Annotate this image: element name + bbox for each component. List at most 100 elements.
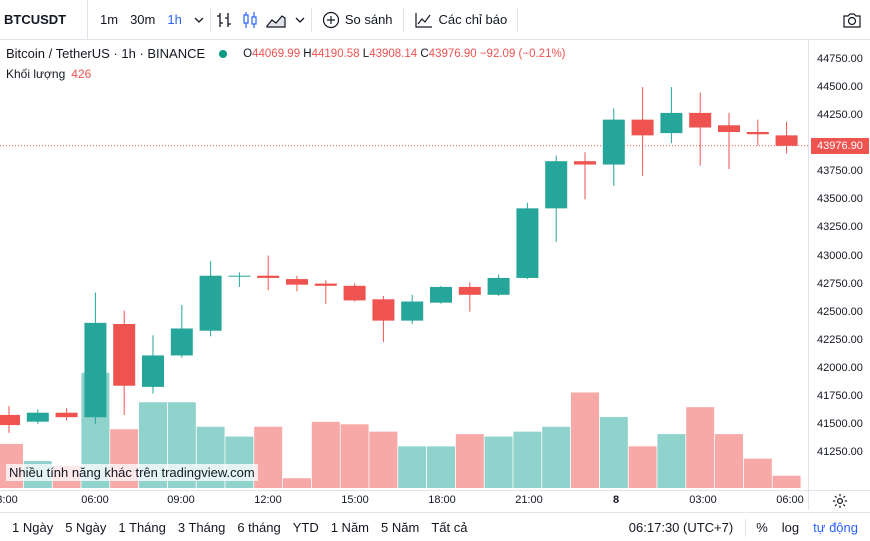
volume-bar bbox=[686, 407, 715, 488]
volume-bar bbox=[571, 392, 599, 488]
candle-body bbox=[113, 323, 136, 386]
candle-body bbox=[372, 299, 395, 321]
range-1y[interactable]: 1 Năm bbox=[330, 519, 370, 535]
volume-bar bbox=[542, 426, 571, 488]
symbol-search[interactable]: BTCUSDT bbox=[0, 0, 88, 39]
volume-value: 426 bbox=[71, 67, 92, 81]
range-3m[interactable]: 3 Tháng bbox=[177, 519, 226, 535]
symbol-description: Bitcoin / TetherUS · 1h · BINANCE bbox=[6, 46, 206, 61]
ohlc-values: O44069.99 H44190.58 L43908.14 C43976.90 … bbox=[243, 47, 566, 60]
candlestick-chart[interactable] bbox=[0, 40, 808, 490]
high-value: 44190.58 bbox=[311, 47, 360, 60]
log-toggle[interactable]: log bbox=[781, 520, 800, 535]
volume-bar bbox=[772, 475, 801, 488]
candle-body bbox=[142, 355, 164, 387]
candle-body bbox=[487, 277, 510, 295]
interval-1m[interactable]: 1m bbox=[100, 12, 119, 27]
candles-chart-type-icon[interactable] bbox=[238, 0, 262, 39]
interval-dropdown-icon[interactable] bbox=[188, 0, 210, 39]
indicators-label: Các chỉ báo bbox=[438, 12, 508, 27]
candle-body bbox=[286, 279, 308, 285]
price-tick-label: 41500.00 bbox=[817, 417, 863, 430]
price-axis[interactable]: 44750.0044500.0044250.0044000.0043750.00… bbox=[808, 40, 870, 490]
range-ytd[interactable]: YTD bbox=[292, 519, 319, 535]
volume-bar bbox=[369, 431, 398, 488]
volume-bar bbox=[599, 416, 628, 488]
low-value: 43908.14 bbox=[369, 47, 418, 60]
candle-body bbox=[84, 322, 107, 418]
volume-bar bbox=[715, 434, 743, 488]
candle-body bbox=[343, 285, 366, 301]
bar-chart-type-icon[interactable] bbox=[212, 0, 236, 39]
bottom-bar: 1 Ngày 5 Ngày 1 Tháng 3 Tháng 6 tháng YT… bbox=[0, 512, 870, 541]
candle-body bbox=[55, 412, 78, 418]
time-tick-label: 06:00 bbox=[776, 494, 804, 506]
range-1d[interactable]: 1 Ngày bbox=[12, 519, 54, 535]
bottom-right-controls: 06:17:30 (UTC+7) % log tự động bbox=[629, 513, 862, 541]
open-value: 44069.99 bbox=[252, 47, 301, 60]
range-all[interactable]: Tất cả bbox=[431, 519, 468, 535]
volume-bar bbox=[743, 458, 772, 488]
indicators-button[interactable]: Các chỉ báo bbox=[404, 0, 518, 39]
volume-bar bbox=[484, 436, 513, 488]
area-chart-type-icon[interactable] bbox=[264, 0, 288, 39]
camera-icon[interactable] bbox=[840, 8, 864, 32]
plus-circle-icon bbox=[322, 11, 339, 28]
change-value: −92.09 (−0.21%) bbox=[479, 47, 566, 60]
toolbar-divider bbox=[209, 7, 211, 32]
volume-bar bbox=[657, 434, 686, 488]
tradingview-promo-link[interactable]: Nhiều tính năng khác trên tradingview.co… bbox=[6, 464, 258, 481]
volume-bar bbox=[398, 446, 427, 488]
indicators-icon bbox=[414, 12, 432, 28]
time-tick-label: 15:00 bbox=[341, 494, 369, 506]
candle-body bbox=[458, 286, 481, 295]
candle-body bbox=[660, 112, 683, 134]
range-5d[interactable]: 5 Ngày bbox=[65, 519, 107, 535]
candle-body bbox=[257, 275, 280, 278]
toolbar-divider bbox=[402, 7, 404, 32]
price-tick-label: 44250.00 bbox=[817, 109, 863, 122]
candle-body bbox=[775, 135, 798, 146]
candle-body bbox=[0, 414, 20, 426]
time-tick-label: 8 bbox=[612, 494, 620, 506]
candle-body bbox=[545, 161, 568, 209]
time-tick-label: 12:00 bbox=[254, 494, 282, 506]
range-5y[interactable]: 5 Năm bbox=[381, 519, 420, 535]
price-tick-label: 42500.00 bbox=[817, 305, 863, 318]
time-axis[interactable]: 3:00 06:00 09:00 12:00 15:00 18:00 21:00 8 03:00… bbox=[0, 490, 808, 510]
interval-1h[interactable]: 1h bbox=[167, 12, 182, 27]
time-tick-label: 06:00 bbox=[81, 494, 109, 506]
auto-scale-toggle[interactable]: tự động bbox=[813, 520, 858, 535]
time-tick-label: 09:00 bbox=[167, 494, 195, 506]
candle-body bbox=[746, 131, 769, 135]
candle-body bbox=[170, 328, 193, 356]
timezone-clock[interactable]: 06:17:30 (UTC+7) bbox=[628, 520, 734, 535]
volume-bar bbox=[283, 478, 311, 488]
candle-body bbox=[401, 301, 424, 321]
settings-gear-icon[interactable] bbox=[808, 490, 870, 510]
candle-body bbox=[228, 275, 251, 277]
candle-body bbox=[516, 208, 539, 278]
price-tick-label: 44500.00 bbox=[817, 81, 863, 94]
interval-30m[interactable]: 30m bbox=[130, 12, 156, 27]
range-1m[interactable]: 1 Tháng bbox=[118, 519, 166, 535]
candle-body bbox=[430, 286, 452, 303]
percent-toggle[interactable]: % bbox=[756, 520, 768, 535]
range-6m[interactable]: 6 tháng bbox=[237, 519, 281, 535]
chart-legend: Bitcoin / TetherUS · 1h · BINANCE O44069… bbox=[6, 46, 566, 61]
time-tick-label: 21:00 bbox=[515, 494, 543, 506]
price-tick-label: 43750.00 bbox=[817, 165, 863, 178]
volume-bar bbox=[254, 426, 283, 488]
volume-bar bbox=[340, 424, 369, 488]
bottom-divider bbox=[745, 518, 747, 537]
price-tick-label: 42250.00 bbox=[817, 333, 863, 346]
market-status-icon bbox=[219, 49, 228, 58]
time-tick-label: 3:00 bbox=[0, 494, 18, 506]
volume-bar bbox=[455, 434, 484, 488]
time-tick-label: 18:00 bbox=[428, 494, 456, 506]
chart-type-dropdown-icon[interactable] bbox=[289, 0, 311, 39]
price-tick-label: 41750.00 bbox=[817, 389, 863, 402]
compare-button[interactable]: So sánh bbox=[312, 0, 403, 39]
price-tick-label: 44750.00 bbox=[817, 53, 863, 65]
price-tick-label: 41250.00 bbox=[817, 446, 863, 458]
